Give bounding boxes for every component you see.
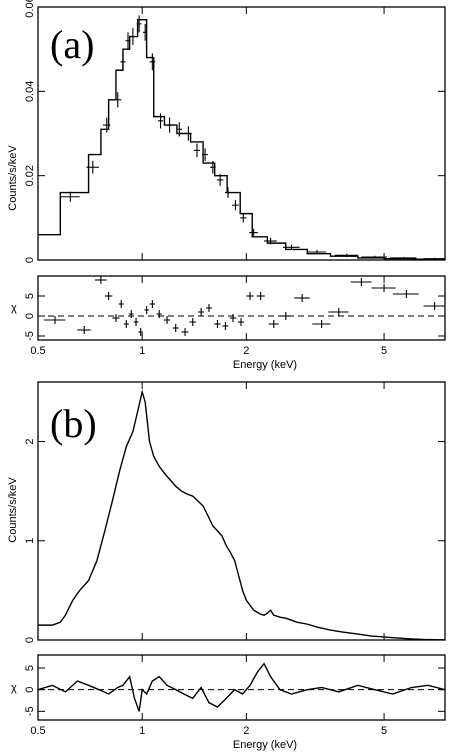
panel-b-ytick-label: 1: [24, 538, 36, 544]
panel-a-residual-xtick-label: 0.5: [30, 345, 45, 357]
panel-b-residual-line: [37, 662, 446, 712]
panel-a-spectrum: (a) Counts/s/keV 0 0.02 0.04 0.06: [7, 0, 446, 263]
panel-a-model-line: [38, 18, 445, 260]
panel-b-spectrum-line: [38, 389, 446, 641]
panel-a-ytick-label: 0.04: [24, 81, 36, 102]
panel-b-residual-xtick-label: 1: [139, 725, 145, 737]
panel-a-xlabel: Energy (keV): [233, 359, 297, 371]
panel-a-ytick-label: 0.02: [24, 165, 36, 186]
panel-a-residual-ytick-label: 0: [24, 313, 36, 319]
panel-a-residual-xtick-label: 1: [139, 345, 145, 357]
panel-b-residual-ytick-label: 5: [24, 665, 36, 671]
panel-a-letter: (a): [50, 22, 94, 67]
panel-b-residual-ytick-label: 0: [24, 687, 36, 693]
panel-b-frame: [37, 381, 446, 641]
panel-b-residual-xtick-label: 0.5: [30, 725, 45, 737]
panel-b-residuals: χ Energy (keV) 0.5 1 2 5 5 0 -5: [11, 654, 446, 751]
panel-b-residual-ytick-label: -5: [24, 706, 36, 716]
panel-b-spectrum: (b) Counts/s/keV 0 1 2: [7, 381, 446, 643]
panel-b-xlabel: Energy (keV): [233, 739, 297, 751]
panel-a-frame: [37, 6, 446, 261]
panel-a-residual-xtick-label: 2: [243, 345, 249, 357]
panel-b-ytick-label: 0: [24, 637, 36, 643]
panel-b-residual-frame: [37, 654, 446, 721]
panel-a-residual-frame: [37, 275, 446, 341]
panel-a-ytick-label: 0.06: [24, 0, 36, 18]
panel-a-residual-ytick-label: 5: [24, 293, 36, 299]
panel-b-residual-xtick-label: 2: [243, 725, 249, 737]
panel-a-residual-xtick-label: 5: [381, 345, 387, 357]
panel-b-residual-ylabel: χ: [11, 682, 17, 694]
panel-a-ytick-label: 0: [24, 257, 36, 263]
panel-a-residuals: χ Energy (keV) 0.5 1 2 5 5 0 -5: [11, 275, 446, 371]
panel-b-ytick-label: 2: [24, 438, 36, 444]
panel-a-residual-ylabel: χ: [11, 302, 17, 314]
panel-b-letter: (b): [50, 401, 97, 446]
panel-b-ylabel: Counts/s/keV: [7, 477, 19, 543]
panel-b-residual-xtick-label: 5: [381, 725, 387, 737]
panel-a-ylabel: Counts/s/keV: [7, 145, 19, 211]
panel-a-residual-ytick-label: -5: [24, 331, 36, 341]
